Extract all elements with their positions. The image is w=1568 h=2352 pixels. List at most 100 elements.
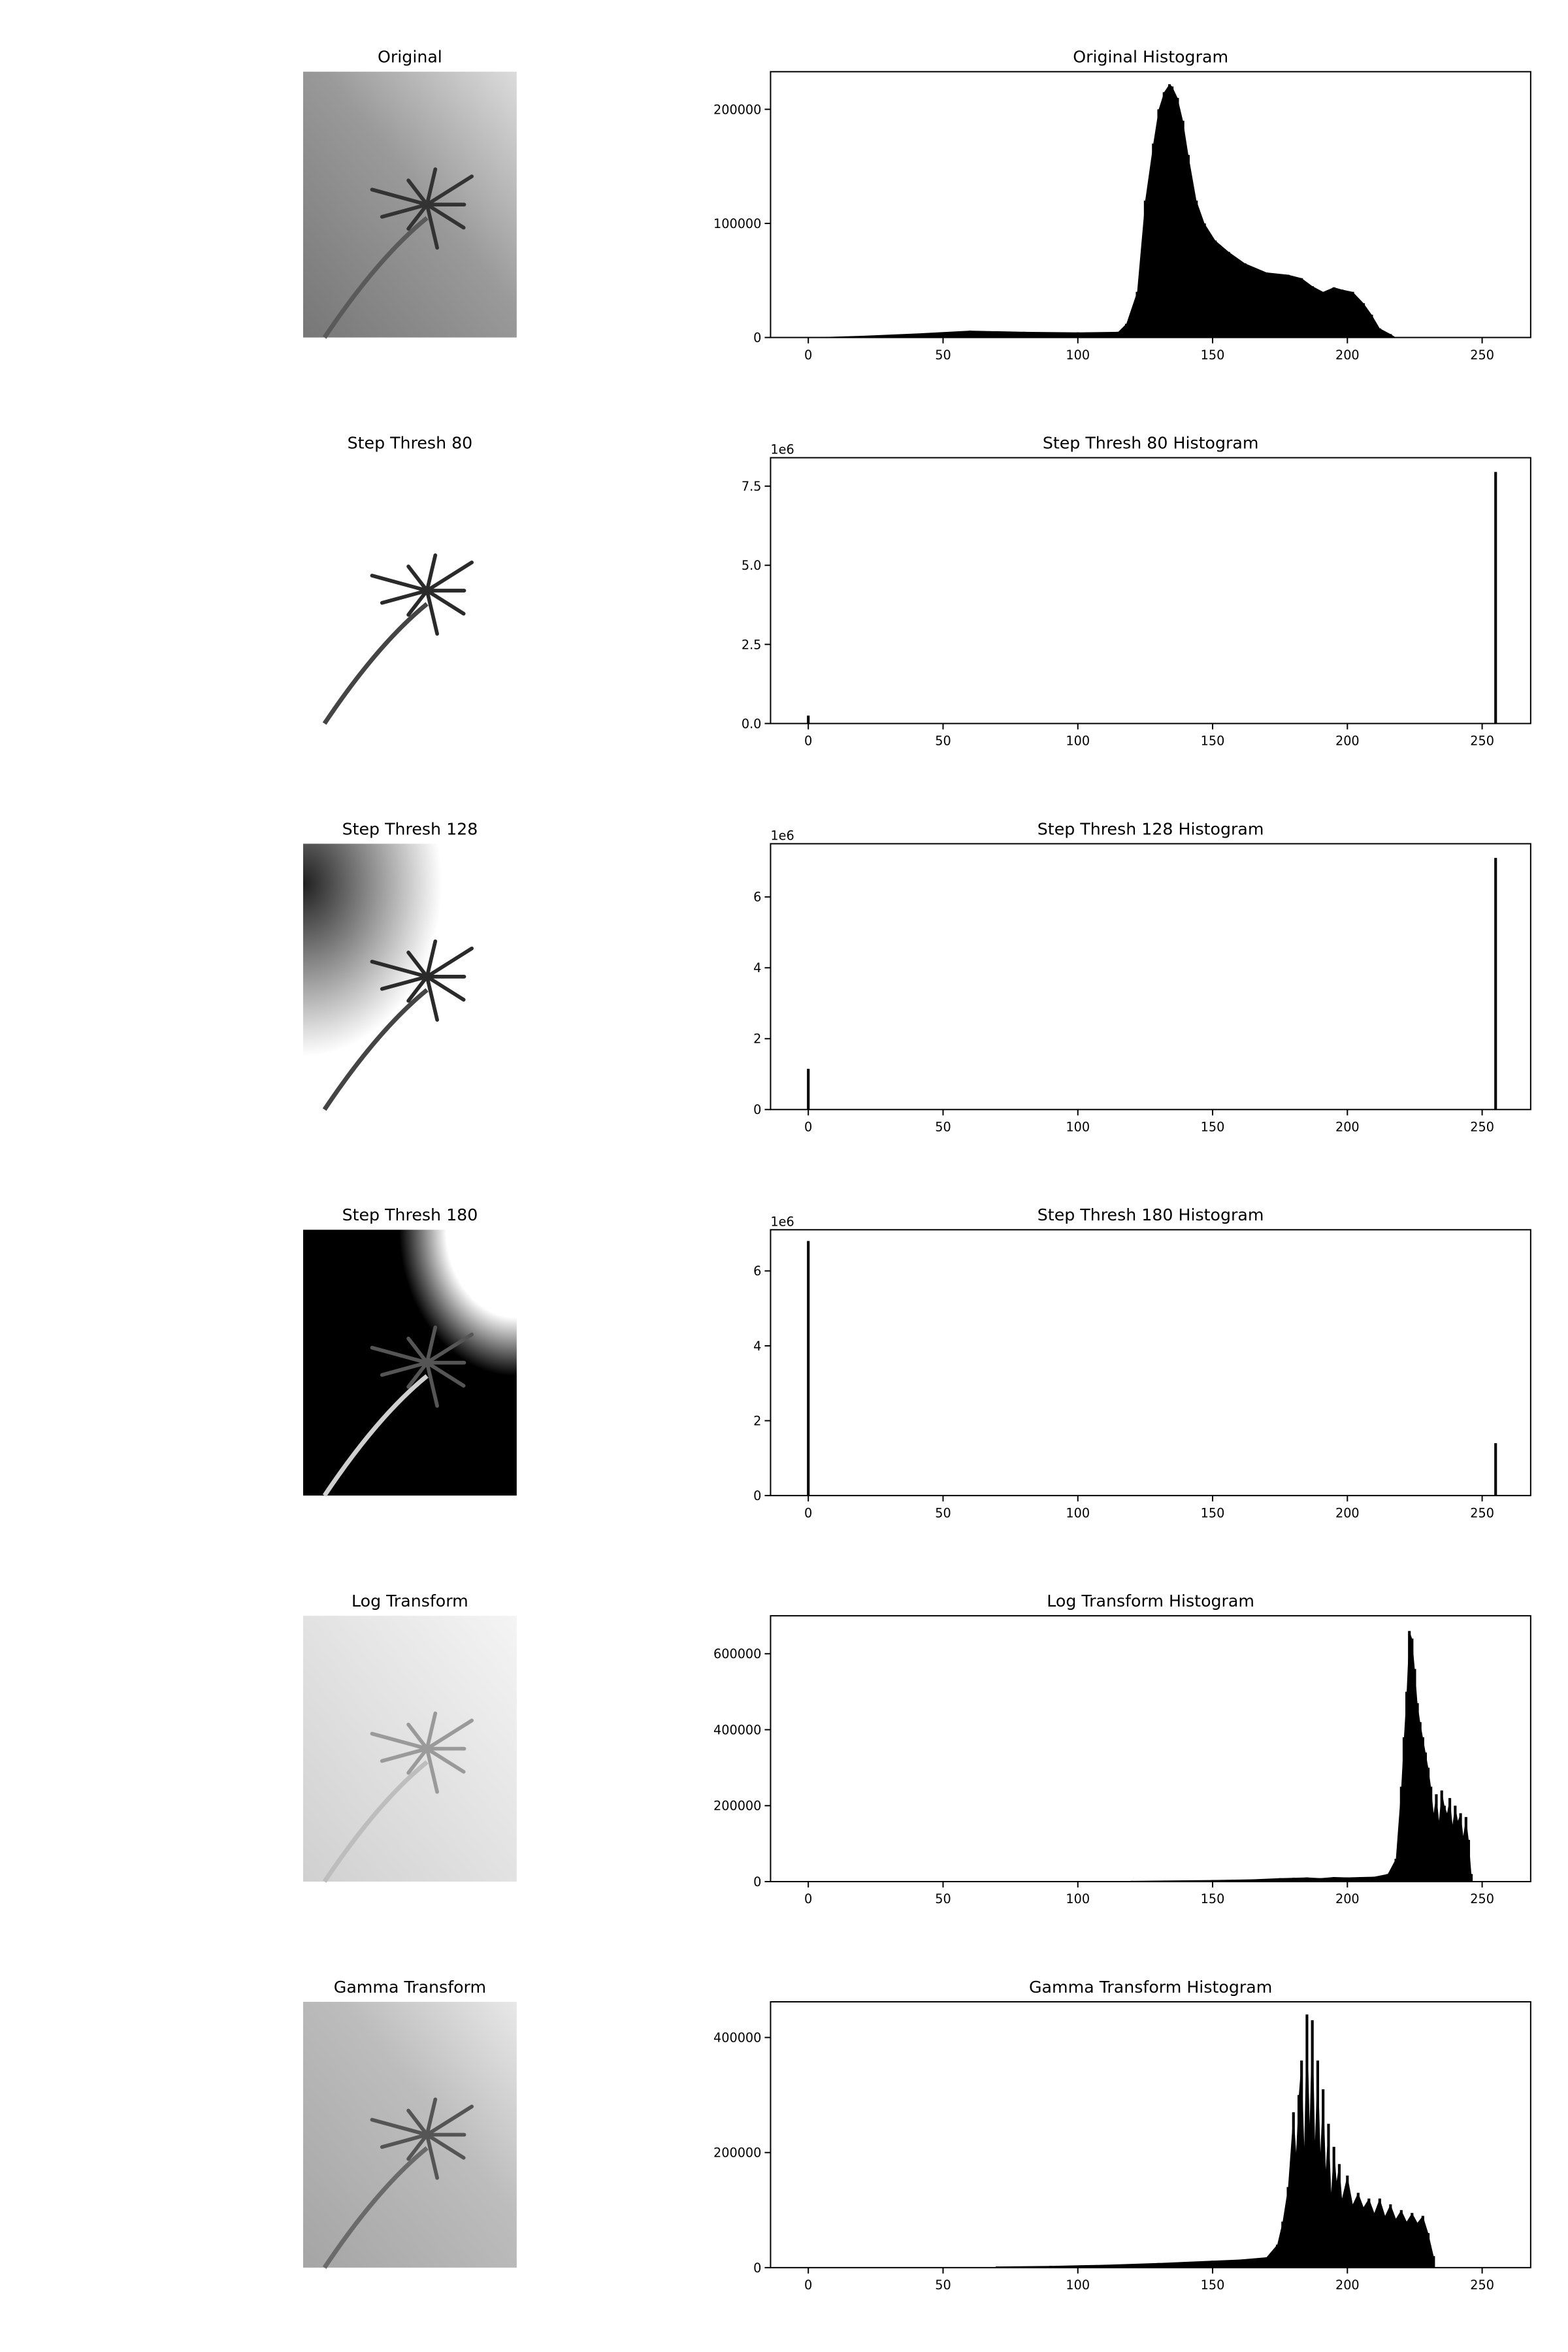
image-thumbnail [303,457,517,724]
x-tick-label: 200 [1335,1505,1360,1520]
palm-frond-shape [370,1731,429,1751]
y-tick-label: 4 [753,960,761,975]
palm-frond-shape [370,188,429,206]
palm-frond-shape [406,2132,429,2161]
x-tick-label: 100 [1066,1120,1090,1135]
panel-step80: Step Thresh 80 Step Thresh 80 Histogram 0 5… [303,434,1531,749]
y-tick-label: 0 [753,1102,761,1117]
palm-frond-shape [370,1345,429,1365]
histogram-bar [807,1068,810,1110]
y-tick-label: 200000 [713,102,761,117]
histogram-title: Log Transform Histogram [1047,1592,1254,1610]
palm-frond-shape [425,2132,466,2160]
palm-frond-shape [406,975,429,1003]
y-tick-label: 7.5 [742,479,762,494]
palm-frond-shape [425,174,474,206]
palm-frond-shape [425,946,474,979]
histogram-area [808,84,1496,338]
x-tick-label: 0 [804,734,812,749]
x-tick-label: 150 [1201,1891,1225,1906]
palm-frond-shape [425,1360,466,1388]
x-tick-label: 200 [1335,348,1360,363]
y-tick-label: 200000 [713,1799,761,1814]
x-tick-label: 50 [935,734,951,749]
palm-trunk-shape [322,1374,429,1497]
histogram-area [1132,1631,1472,1882]
palm-frond-shape [425,1746,439,1794]
axes-frame [770,843,1531,1111]
palm-frond-shape [406,564,429,593]
x-tick-label: 250 [1470,1120,1494,1135]
image-thumbnail [303,71,517,338]
palm-frond-shape [380,2132,429,2149]
palm-frond-shape [425,1711,438,1751]
x-tick-label: 0 [804,1891,812,1906]
histogram-bar [1494,472,1497,724]
palm-frond-shape [425,589,466,616]
x-tick-label: 250 [1470,1505,1494,1520]
palm-frond-shape [425,553,438,593]
histogram-title: Step Thresh 180 Histogram [1037,1205,1264,1224]
x-tick-label: 0 [804,348,812,363]
x-tick-label: 100 [1066,1891,1090,1906]
image-thumbnail [303,1616,517,1882]
y-tick-label: 0 [753,331,761,346]
panel-step180: Step Thresh 180 Step Thresh 180 Histogram… [303,1205,1531,1520]
x-tick-label: 50 [935,348,951,363]
axes-frame [770,457,1531,725]
y-tick-label: 0 [753,1874,761,1889]
y-tick-label: 0.0 [742,716,762,731]
x-tick-label: 100 [1066,348,1090,363]
palm-frond-shape [406,1722,429,1751]
image-title: Step Thresh 80 [348,434,473,453]
x-tick-label: 150 [1201,734,1225,749]
y-tick-label: 4 [753,1339,761,1354]
palm-frond-shape [380,589,429,605]
image-thumbnail [303,1230,517,1496]
x-tick-label: 200 [1335,1120,1360,1135]
axes-frame [770,71,1531,338]
y-tick-label: 100000 [713,216,761,231]
y-tick-label: 600000 [713,1646,761,1661]
x-tick-label: 50 [935,1120,951,1135]
palm-frond-shape [425,203,466,230]
palm-frond-shape [380,203,429,219]
palm-frond-shape [370,574,429,593]
histogram-bar [807,715,810,724]
palm-trunk-shape [322,602,429,725]
x-tick-label: 150 [1201,2278,1225,2293]
histogram-bar [807,1241,810,1496]
palm-frond-shape [380,975,429,991]
palm-frond-shape [370,960,429,979]
y-tick-label: 2 [753,1032,761,1047]
panel-original: Original Original Histogram 0 50 100 150 200 25… [303,48,1531,363]
palm-frond-shape [425,589,439,636]
palm-trunk-shape [322,988,429,1111]
x-tick-label: 250 [1470,734,1494,749]
palm-frond-shape [425,939,438,979]
palm-frond-shape [425,2132,439,2180]
x-tick-label: 150 [1201,1505,1225,1520]
x-tick-label: 50 [935,1505,951,1520]
y-tick-label: 2.5 [742,637,762,652]
palm-frond-shape [425,1325,438,1365]
y-tick-label: 0 [753,1488,761,1503]
panel-step128: Step Thresh 128 Step Thresh 128 Histogram… [303,819,1531,1135]
palm-frond-shape [425,975,466,1002]
image-title: Gamma Transform [334,1978,486,1997]
palm-frond-shape [406,1360,429,1389]
image-title: Original [378,48,442,67]
x-tick-label: 50 [935,1891,951,1906]
y-tick-label: 0 [753,2261,761,2276]
y-offset-label: 1e6 [770,1214,794,1229]
palm-trunk-shape [322,216,429,339]
panel-log: Log Transform Log Transform Histogram 0 50 1… [303,1592,1531,1906]
palm-frond-shape [406,951,429,979]
x-tick-label: 0 [804,1120,812,1135]
palm-frond-shape [406,178,429,206]
histogram-title: Gamma Transform Histogram [1029,1978,1272,1997]
palm-frond-shape [425,203,439,250]
palm-trunk-shape [322,2146,429,2269]
panel-gamma: Gamma Transform Gamma Transform Histogram… [303,1978,1531,2293]
